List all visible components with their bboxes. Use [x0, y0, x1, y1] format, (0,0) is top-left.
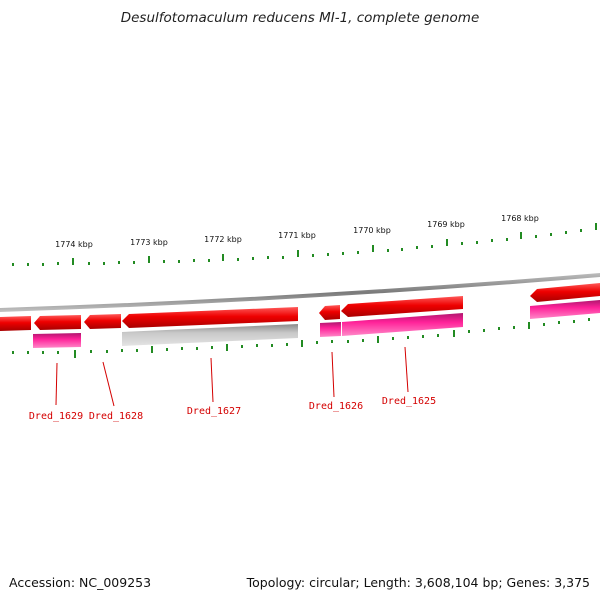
upper-scale-ticks: [12, 223, 597, 266]
gene-label-dred-1625[interactable]: Dred_1625: [382, 396, 436, 407]
lower-scale-ticks: [12, 318, 590, 358]
gene-label-dred-1626[interactable]: Dred_1626: [309, 401, 363, 412]
feature-magenta[interactable]: [320, 322, 341, 337]
scale-label-1774: 1774 kbp: [55, 240, 93, 249]
cds-arrow-dred-1625[interactable]: [341, 296, 463, 317]
cds-arrow[interactable]: [530, 283, 600, 302]
scale-label-1772: 1772 kbp: [204, 235, 242, 244]
gene-label-dred-1627[interactable]: Dred_1627: [187, 406, 241, 417]
cds-arrow[interactable]: [0, 316, 31, 331]
feature-magenta[interactable]: [530, 300, 600, 319]
scale-label-1768: 1768 kbp: [501, 214, 539, 223]
gene-label-dred-1629[interactable]: Dred_1629: [29, 411, 83, 422]
cds-arrow-dred-1629[interactable]: [34, 315, 81, 330]
scale-label-1771: 1771 kbp: [278, 231, 316, 240]
genome-summary-text: Topology: circular; Length: 3,608,104 bp…: [246, 575, 590, 590]
feature-magenta[interactable]: [33, 333, 81, 348]
cds-arrow-dred-1626[interactable]: [319, 305, 340, 320]
genome-backbone: [0, 273, 600, 312]
cds-arrow-dred-1628[interactable]: [84, 314, 121, 329]
feature-magenta[interactable]: [342, 313, 463, 336]
feature-grey[interactable]: [122, 324, 298, 346]
scale-label-1769: 1769 kbp: [427, 220, 465, 229]
feature-track: [33, 300, 600, 348]
leader-lines: [55, 346, 409, 407]
cds-track: [0, 283, 600, 331]
accession-text: Accession: NC_009253: [9, 575, 152, 590]
gene-label-dred-1628[interactable]: Dred_1628: [89, 411, 143, 422]
scale-label-1770: 1770 kbp: [353, 226, 391, 235]
map-title: Desulfotomaculum reducens MI-1, complete…: [120, 10, 480, 26]
scale-label-1773: 1773 kbp: [130, 238, 168, 247]
cds-arrow-dred-1627[interactable]: [122, 307, 298, 328]
